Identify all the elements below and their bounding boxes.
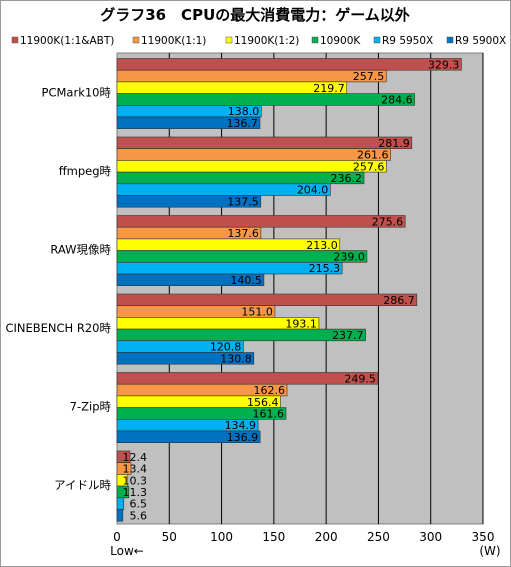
unit-label: (W) — [479, 544, 500, 558]
data-label: 136.9 — [227, 431, 259, 444]
bar — [116, 195, 262, 208]
data-label: 12.4 — [123, 451, 148, 464]
bar — [116, 58, 462, 71]
bar — [116, 171, 365, 185]
data-label: 138.0 — [228, 105, 260, 118]
bar — [116, 328, 366, 342]
bar — [116, 93, 415, 106]
data-label: 286.7 — [383, 294, 415, 307]
x-tick-label: 250 — [367, 530, 390, 544]
x-tick-label: 300 — [419, 530, 442, 544]
data-label: 13.4 — [123, 463, 148, 476]
chart-title: グラフ36 CPUの最大消費電力：ゲーム以外 — [100, 6, 410, 24]
bar — [116, 293, 418, 306]
data-label: 10.3 — [123, 474, 148, 487]
legend: 11900K(1:1&ABT) 11900K(1:1) 11900K(1:2) 109… — [11, 35, 506, 47]
data-label: 162.6 — [254, 384, 286, 397]
data-label: 161.6 — [252, 408, 284, 421]
data-label: 156.4 — [247, 396, 279, 409]
x-tick-label: 200 — [315, 530, 338, 544]
bar — [116, 136, 413, 149]
data-label: 11.3 — [123, 486, 148, 499]
x-axis-ticks: 0 50 100 150 200 250 300 350 — [113, 530, 494, 544]
x-tick-label: 350 — [472, 530, 495, 544]
category-label: ffmpeg時 — [59, 164, 112, 178]
data-label: 137.5 — [227, 195, 259, 208]
legend-swatch — [373, 36, 381, 44]
data-label: 257.6 — [353, 160, 385, 173]
data-label: 236.2 — [330, 172, 362, 185]
data-label: 215.3 — [309, 262, 341, 275]
data-label: 284.6 — [381, 94, 413, 107]
data-label: 136.7 — [226, 117, 258, 130]
bar — [116, 352, 255, 365]
bar — [116, 215, 406, 228]
bar — [116, 372, 379, 385]
data-label: 151.0 — [241, 306, 273, 319]
bar — [116, 116, 261, 129]
data-label: 281.9 — [378, 137, 410, 150]
data-label: 237.7 — [332, 329, 364, 342]
category-label: アイドル時 — [54, 478, 111, 492]
data-label: 193.1 — [285, 317, 317, 330]
data-label: 6.5 — [130, 498, 148, 511]
bar — [116, 250, 368, 263]
plot-area — [116, 52, 484, 525]
bar — [116, 148, 391, 161]
bar — [116, 160, 387, 173]
data-label: 239.0 — [333, 251, 365, 264]
x-tick-label: 0 — [113, 530, 121, 544]
bar — [116, 430, 261, 443]
category-label: RAW現像時 — [50, 242, 111, 256]
x-tick-label: 50 — [162, 530, 177, 544]
x-axis-label: Low← — [110, 544, 144, 558]
x-tick-label: 150 — [262, 530, 285, 544]
x-tick-label: 100 — [210, 530, 233, 544]
bar — [116, 497, 125, 510]
gridlines — [168, 53, 484, 524]
data-label: 275.6 — [372, 215, 404, 228]
data-label: 329.3 — [428, 58, 460, 71]
data-label: 257.5 — [353, 70, 385, 83]
data-label: 261.6 — [357, 149, 389, 162]
legend-label: 11900K(1:1) — [141, 35, 206, 47]
legend-label: 11900K(1:2) — [234, 35, 299, 47]
bar — [116, 69, 387, 83]
legend-swatch — [311, 36, 319, 44]
data-label: 137.6 — [227, 227, 259, 240]
data-label: 134.9 — [225, 419, 257, 432]
bar — [116, 509, 124, 522]
data-label: 219.7 — [313, 82, 345, 95]
category-labels: PCMark10時 ffmpeg時 RAW現像時 CINEBENCH R20時 7-Zi… — [5, 85, 111, 492]
category-label: 7-Zip時 — [70, 399, 112, 413]
data-label: 120.8 — [210, 341, 242, 354]
legend-label: 10900K — [320, 35, 361, 47]
data-label: 213.0 — [306, 239, 338, 252]
bar — [116, 273, 265, 286]
legend-swatch — [225, 36, 233, 44]
data-label: 204.0 — [297, 184, 329, 197]
bars — [116, 58, 462, 522]
legend-label: R9 5950X — [382, 35, 433, 47]
data-label: 130.8 — [220, 352, 252, 365]
category-label: CINEBENCH R20時 — [5, 321, 111, 335]
legend-swatch — [11, 36, 19, 44]
legend-swatch — [132, 36, 140, 44]
category-label: PCMark10時 — [42, 85, 112, 99]
data-label: 140.5 — [230, 274, 262, 287]
legend-label: R9 5900X — [455, 35, 506, 47]
data-label: 5.6 — [130, 509, 148, 522]
data-label: 249.5 — [344, 372, 376, 385]
legend-label: 11900K(1:1&ABT) — [20, 35, 114, 47]
legend-swatch — [446, 36, 454, 44]
